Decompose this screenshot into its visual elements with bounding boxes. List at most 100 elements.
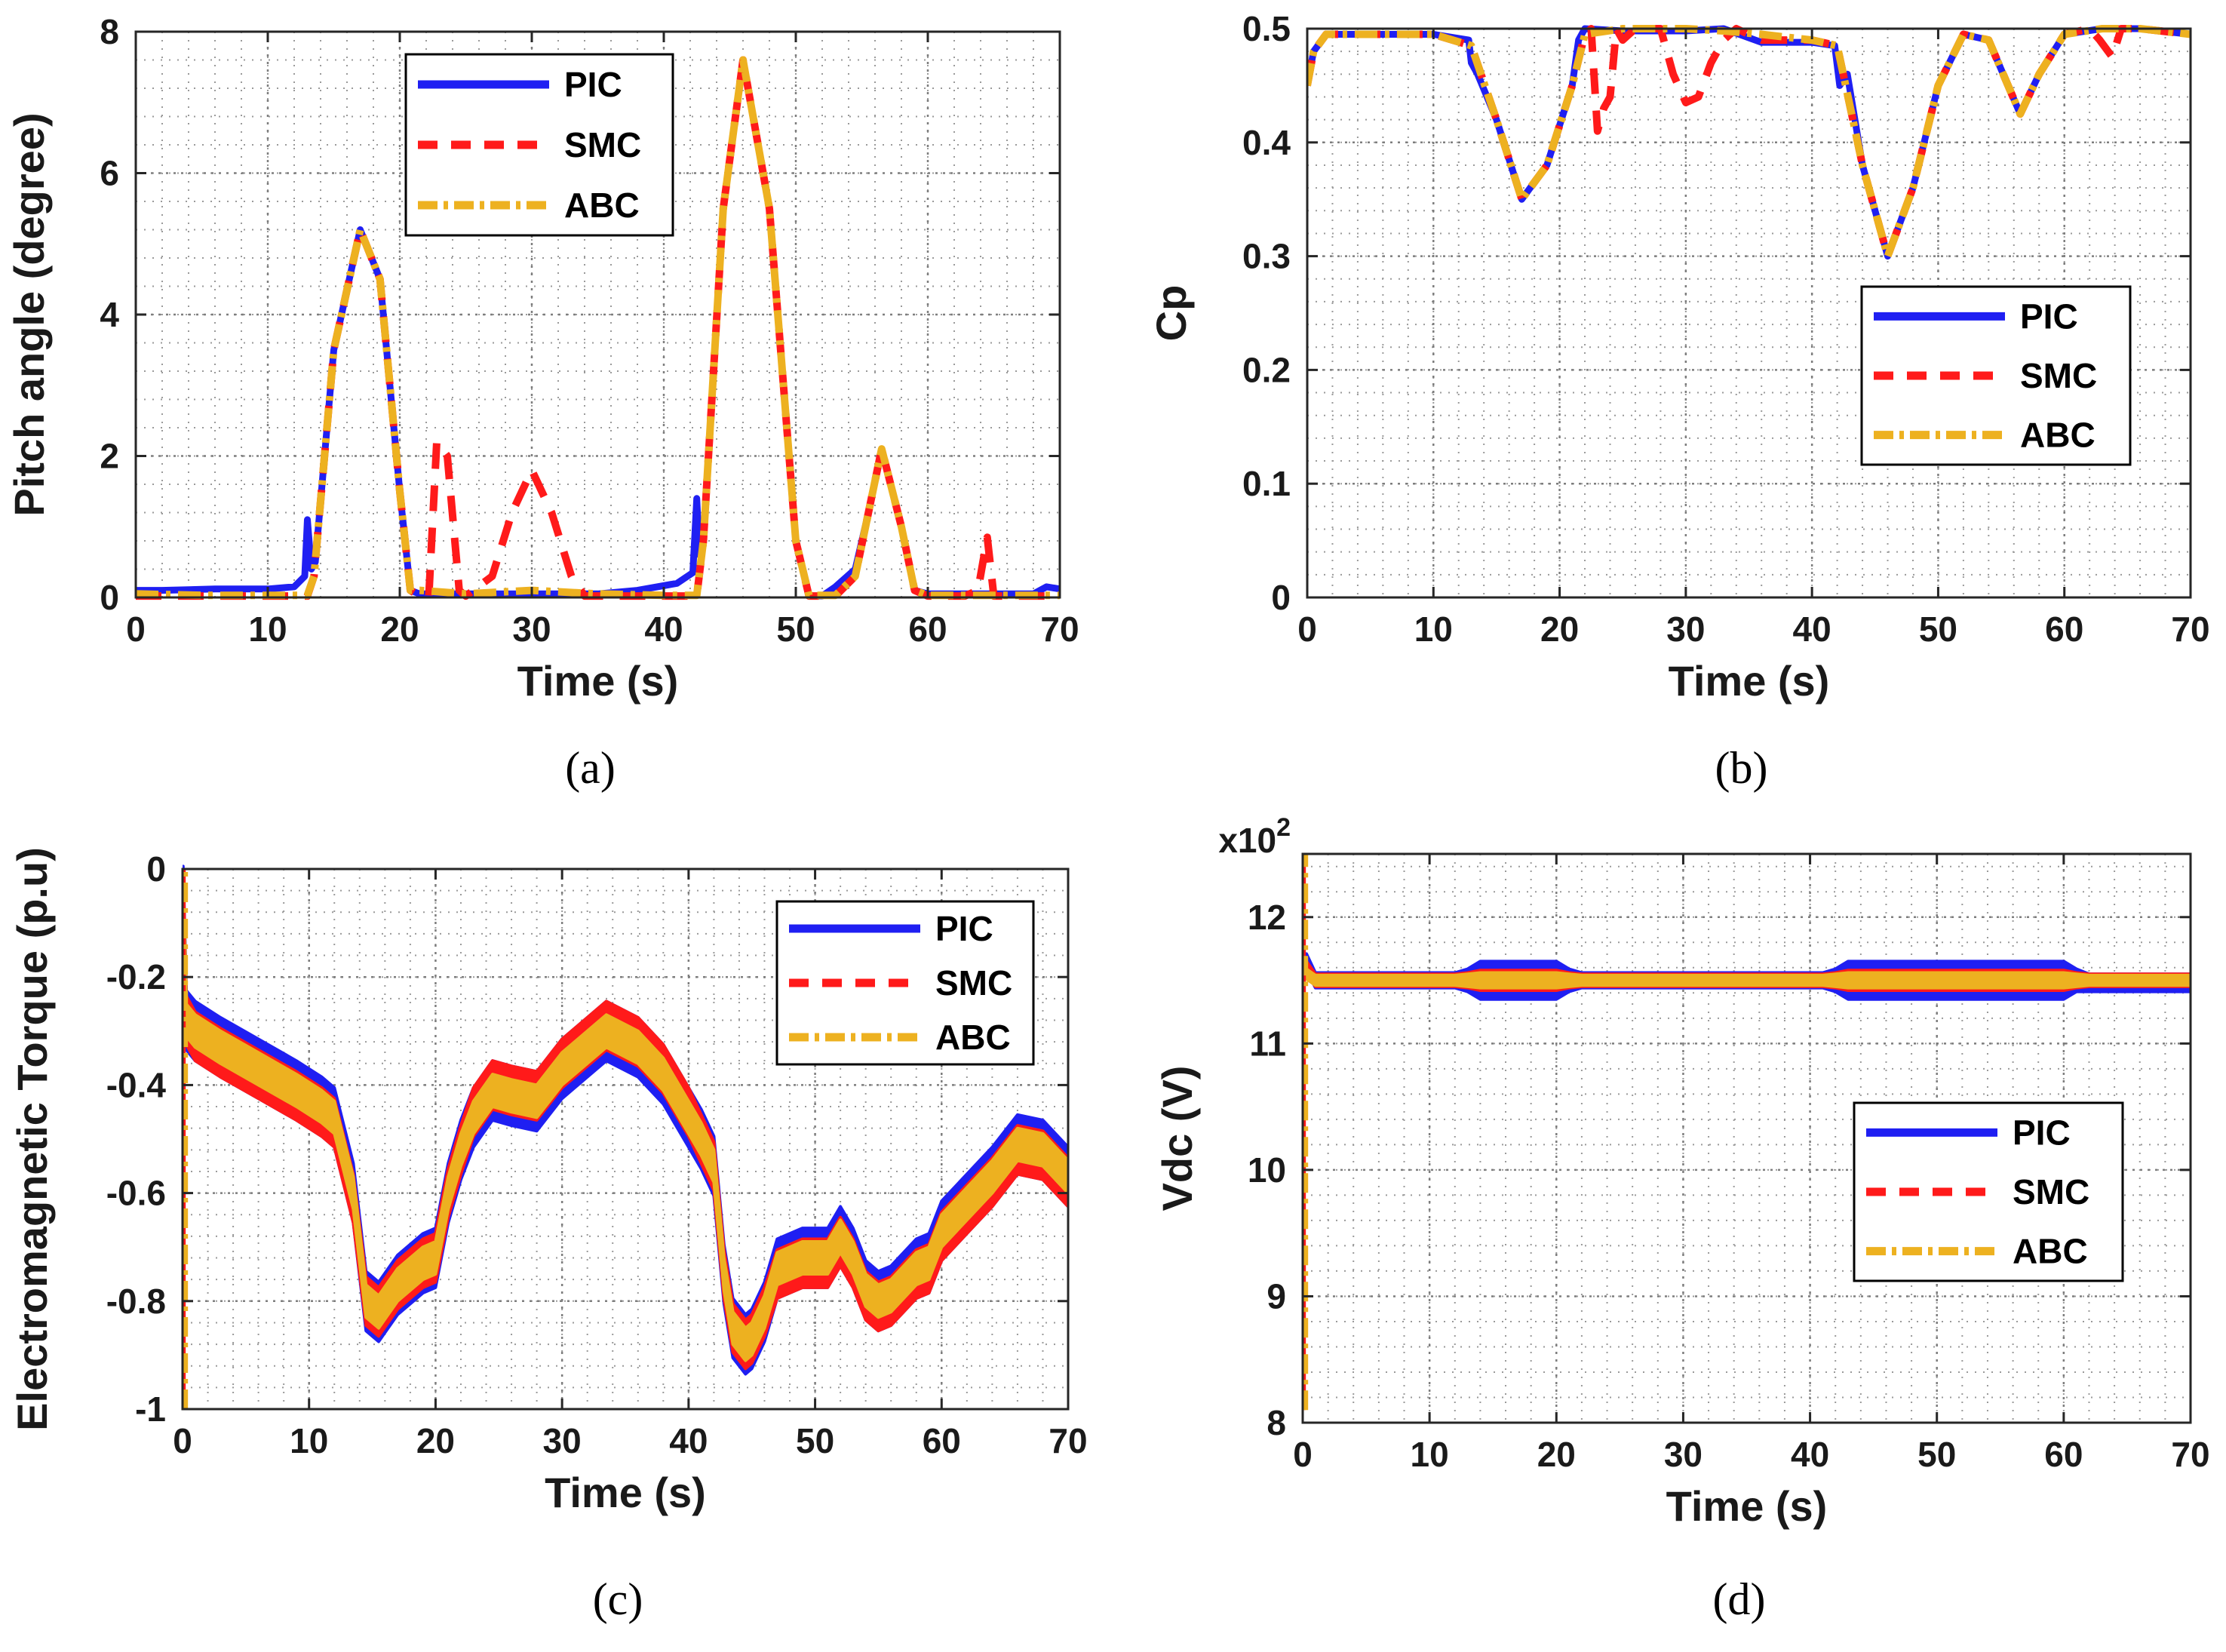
y-tick-label: 0.3 [1242, 237, 1291, 276]
x-tick-label: 0 [1293, 1435, 1313, 1474]
legend-label-pic: PIC [564, 65, 622, 104]
x-tick-label: 0 [126, 610, 146, 649]
legend: PIC SMC ABC [775, 900, 1035, 1066]
x-tick-label: 70 [2171, 610, 2209, 649]
y-tick-label: -0.4 [106, 1065, 167, 1104]
x-tick-label: 50 [776, 610, 815, 649]
y-tick-label: -1 [135, 1389, 166, 1429]
y-tick-label: 0.4 [1242, 123, 1291, 162]
x-axis-label: Time (s) [1669, 657, 1830, 705]
x-tick-label: 10 [290, 1421, 328, 1460]
y-tick-label: 11 [1249, 1024, 1286, 1063]
x-tick-label: 40 [669, 1421, 708, 1460]
panel-caption: (a) [565, 743, 616, 793]
x-tick-label: 0 [1297, 610, 1317, 649]
legend-label-smc: SMC [564, 125, 641, 164]
y-tick-label: 0.2 [1242, 350, 1291, 389]
series-group [136, 56, 1060, 600]
x-tick-label: 60 [2044, 1435, 2083, 1474]
x-tick-label: 10 [1411, 1435, 1449, 1474]
panel-d: 0 10 20 30 40 50 60 70 8 9 10 11 12 x102 Time (s) Vdc (… [1153, 813, 2210, 1624]
series-abc-band [183, 878, 1068, 1362]
x-tick-label: 60 [908, 610, 947, 649]
y-tick-label: 0 [1271, 578, 1291, 617]
legend-label-abc: ABC [2013, 1232, 2088, 1271]
legend: PIC SMC ABC [404, 53, 674, 237]
y-exponent-label: x102 [1218, 813, 1291, 860]
y-tick-label: 8 [1267, 1403, 1286, 1442]
y-exponent-power: 2 [1276, 813, 1291, 842]
y-tick-label: -0.2 [106, 957, 166, 996]
series-abc-line [136, 56, 1060, 600]
y-tick-label: -0.8 [106, 1282, 166, 1321]
series-abc-line [1307, 25, 2191, 260]
y-tick-label: 0 [100, 578, 119, 617]
series-group [183, 864, 1068, 1409]
y-tick-label: 9 [1267, 1276, 1286, 1316]
y-tick-label: 10 [1248, 1150, 1286, 1190]
x-tick-label: 50 [1919, 610, 1957, 649]
x-tick-label: 30 [543, 1421, 582, 1460]
x-tick-label: 60 [2045, 610, 2083, 649]
x-axis-label: Time (s) [1666, 1482, 1828, 1530]
x-tick-label: 70 [1049, 1421, 1087, 1460]
legend-label-pic: PIC [935, 909, 993, 948]
x-tick-label: 40 [1793, 610, 1831, 649]
legend: PIC SMC ABC [1853, 1101, 2124, 1282]
y-tick-label: 0 [146, 849, 166, 889]
legend-label-smc: SMC [2020, 356, 2097, 395]
y-axis-label: Electromagnetic Torque (p.u) [8, 847, 56, 1431]
panel-a: 0 10 20 30 40 50 60 70 0 2 4 6 8 Time (s) Pitch angle … [5, 12, 1079, 793]
y-tick-label: 0.5 [1242, 9, 1291, 48]
x-tick-label: 30 [1664, 1435, 1703, 1474]
x-tick-label: 20 [416, 1421, 455, 1460]
series-abc-band [1305, 967, 2191, 990]
legend-label-abc: ABC [935, 1018, 1011, 1057]
axes-box [1301, 852, 2192, 1424]
x-tick-label: 50 [796, 1421, 834, 1460]
y-tick-label: 2 [100, 437, 119, 476]
x-tick-label: 20 [1540, 610, 1579, 649]
y-tick-label: 6 [100, 154, 119, 193]
legend-label-abc: ABC [2020, 416, 2096, 455]
x-tick-label: 0 [173, 1421, 192, 1460]
panel-caption: (c) [593, 1574, 643, 1624]
y-axis-label: Vdc (V) [1153, 1066, 1201, 1211]
legend-label-pic: PIC [2020, 296, 2078, 336]
legend-label-abc: ABC [564, 186, 640, 225]
x-tick-label: 40 [1791, 1435, 1829, 1474]
minor-grid [1306, 28, 2191, 598]
panel-c: 0 10 20 30 40 50 60 70 -1 -0.8 -0.6 -0.4 -0.2 0 Time (… [8, 847, 1088, 1624]
x-tick-label: 60 [923, 1421, 961, 1460]
panel-caption: (b) [1715, 743, 1768, 793]
y-tick-label: 4 [100, 295, 119, 334]
x-tick-label: 40 [644, 610, 683, 649]
series-smc-line [136, 56, 1060, 600]
legend-label-smc: SMC [935, 963, 1012, 1003]
legend-label-pic: PIC [2013, 1113, 2071, 1152]
x-tick-label: 20 [380, 610, 419, 649]
y-axis-label: Pitch angle (degree) [5, 112, 53, 516]
y-axis-label: Cp [1147, 285, 1195, 342]
x-tick-label: 70 [2171, 1435, 2209, 1474]
y-exponent-base: x10 [1218, 821, 1276, 860]
y-tick-label: 0.1 [1242, 464, 1291, 503]
x-tick-label: 50 [1917, 1435, 1956, 1474]
axes-box [181, 867, 1070, 1411]
x-axis-label: Time (s) [517, 657, 679, 705]
y-tick-label: 12 [1248, 898, 1286, 937]
axes-box [1306, 27, 2192, 599]
legend-label-smc: SMC [2013, 1172, 2089, 1211]
x-tick-label: 20 [1537, 1435, 1576, 1474]
x-tick-label: 30 [1666, 610, 1705, 649]
panel-caption: (d) [1713, 1574, 1766, 1624]
x-tick-label: 70 [1040, 610, 1079, 649]
y-tick-label: -0.6 [106, 1174, 166, 1213]
y-tick-label: 8 [100, 12, 119, 51]
panel-b: 0 10 20 30 40 50 60 70 0 0.1 0.2 0.3 0.4 0.5 Time (s) C… [1147, 9, 2210, 793]
x-tick-label: 30 [512, 610, 551, 649]
series-group [1303, 854, 2191, 1411]
x-tick-label: 10 [1414, 610, 1453, 649]
legend: PIC SMC ABC [1860, 285, 2132, 466]
